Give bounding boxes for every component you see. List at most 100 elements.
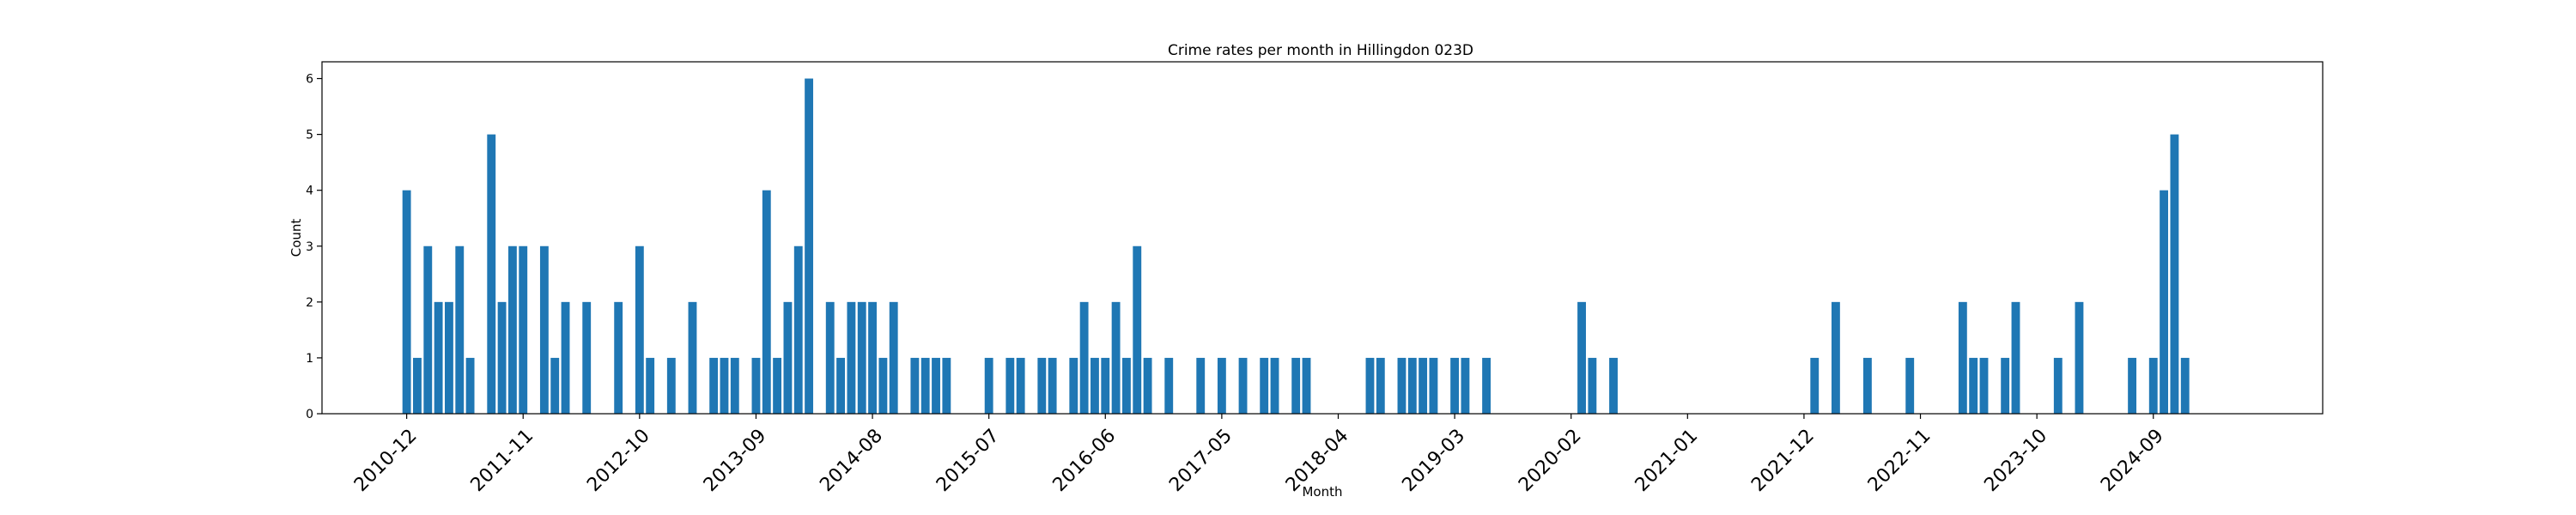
x-tick-label: 2015-07 xyxy=(933,425,1004,496)
bar-2011-08 xyxy=(487,134,496,414)
bar-2017-07 xyxy=(1238,357,1248,414)
bar-2011-04 xyxy=(445,301,453,414)
bar-2023-08 xyxy=(2011,301,2020,414)
bar-2024-09 xyxy=(2148,357,2158,414)
bars-group xyxy=(402,78,2190,415)
bar-2017-03 xyxy=(1196,357,1206,414)
bar-2016-10 xyxy=(1143,357,1152,414)
bar-2016-08 xyxy=(1122,357,1131,414)
bar-2013-07 xyxy=(730,357,739,414)
bar-2013-10 xyxy=(762,190,771,414)
bar-2013-06 xyxy=(720,357,729,414)
bar-2011-11 xyxy=(519,245,528,414)
bar-2015-03 xyxy=(942,357,951,414)
bar-2014-09 xyxy=(878,357,888,414)
bar-2015-01 xyxy=(920,357,930,414)
bar-2012-01 xyxy=(539,245,549,414)
bar-2018-12 xyxy=(1419,357,1428,414)
bar-2023-07 xyxy=(2001,357,2010,414)
bar-2015-12 xyxy=(1037,357,1047,414)
bar-2013-01 xyxy=(666,357,676,414)
y-tick-label: 0 xyxy=(306,408,313,421)
y-tick-label: 4 xyxy=(306,185,313,198)
bar-2017-05 xyxy=(1217,357,1226,414)
x-tick-label: 2023-10 xyxy=(1980,425,2051,496)
bar-2012-05 xyxy=(582,301,592,414)
bar-2016-09 xyxy=(1133,245,1142,414)
bar-2015-09 xyxy=(1005,357,1015,414)
bar-2015-10 xyxy=(1016,357,1025,414)
x-tick-label: 2017-05 xyxy=(1165,425,1236,496)
bar-2018-08 xyxy=(1376,357,1385,414)
bar-2014-12 xyxy=(910,357,920,414)
bar-2011-02 xyxy=(423,245,433,414)
bar-2023-03 xyxy=(1958,301,1967,414)
bar-2013-03 xyxy=(688,301,697,414)
bar-2013-11 xyxy=(773,357,782,414)
bar-2011-09 xyxy=(497,301,507,414)
bar-2020-03 xyxy=(1577,301,1586,414)
bar-2018-01 xyxy=(1302,357,1311,414)
bar-2024-11 xyxy=(2170,134,2179,414)
bar-2024-10 xyxy=(2160,190,2169,414)
bar-2019-06 xyxy=(1482,357,1492,414)
bar-2011-05 xyxy=(455,245,465,414)
x-tick-label: 2021-12 xyxy=(1747,425,1819,496)
bar-2023-04 xyxy=(1969,357,1978,414)
y-tick-label: 1 xyxy=(306,352,313,366)
bar-2016-07 xyxy=(1111,301,1121,414)
y-tick-label: 2 xyxy=(306,296,313,310)
bar-2016-04 xyxy=(1079,301,1089,414)
y-tick-label: 3 xyxy=(306,240,313,254)
bar-2011-06 xyxy=(465,357,475,414)
x-tick-label: 2011-11 xyxy=(467,425,538,496)
x-tick-label: 2024-09 xyxy=(2097,425,2168,496)
bar-2015-07 xyxy=(984,357,993,414)
bar-2017-10 xyxy=(1270,357,1279,414)
bar-2017-09 xyxy=(1260,357,1269,414)
bar-2013-12 xyxy=(783,301,793,414)
bar-2022-06 xyxy=(1862,357,1872,414)
bar-2014-01 xyxy=(793,245,803,414)
y-axis-label: Count xyxy=(289,219,304,258)
y-axis: 0 1 2 3 4 5 6 xyxy=(306,73,322,421)
y-tick-label: 5 xyxy=(306,129,313,142)
bar-2012-03 xyxy=(561,301,570,414)
bar-2024-02 xyxy=(2075,301,2084,414)
bar-2010-12 xyxy=(402,190,411,414)
bar-2013-09 xyxy=(751,357,761,414)
bar-2014-02 xyxy=(805,78,814,415)
bar-2019-03 xyxy=(1450,357,1460,414)
bar-2012-08 xyxy=(614,301,623,414)
x-tick-label: 2010-12 xyxy=(350,425,422,496)
bar-2016-03 xyxy=(1069,357,1078,414)
bar-2019-01 xyxy=(1429,357,1438,414)
bar-2014-08 xyxy=(868,301,877,414)
x-tick-label: 2013-09 xyxy=(700,425,771,496)
bar-2022-01 xyxy=(1810,357,1820,414)
bar-2016-05 xyxy=(1091,357,1099,414)
bar-2012-10 xyxy=(635,245,644,414)
x-tick-label: 2016-06 xyxy=(1049,425,1121,496)
x-tick-label: 2014-08 xyxy=(816,425,887,496)
bar-2024-07 xyxy=(2128,357,2137,414)
bar-2018-10 xyxy=(1397,357,1406,414)
bar-2022-03 xyxy=(1831,301,1840,414)
y-tick-label: 6 xyxy=(306,73,313,87)
x-tick-label: 2022-11 xyxy=(1864,425,1935,496)
x-tick-label: 2020-02 xyxy=(1515,425,1586,496)
x-tick-label: 2019-03 xyxy=(1398,425,1469,496)
bar-2016-01 xyxy=(1048,357,1057,414)
bar-2018-11 xyxy=(1407,357,1417,414)
chart-title: Crime rates per month in Hillingdon 023D xyxy=(1168,42,1473,59)
bar-2013-05 xyxy=(709,357,719,414)
x-axis-label: Month xyxy=(1302,484,1342,500)
bar-2012-11 xyxy=(646,357,655,414)
bar-2016-12 xyxy=(1164,357,1174,414)
bar-2023-12 xyxy=(2053,357,2063,414)
bar-2011-10 xyxy=(507,245,517,414)
bar-2014-10 xyxy=(889,301,898,414)
bar-2017-12 xyxy=(1291,357,1301,414)
x-axis: 2010-12 2011-11 2012-10 2013-09 2014-08 2015-… xyxy=(350,414,2168,496)
bar-2020-06 xyxy=(1609,357,1618,414)
